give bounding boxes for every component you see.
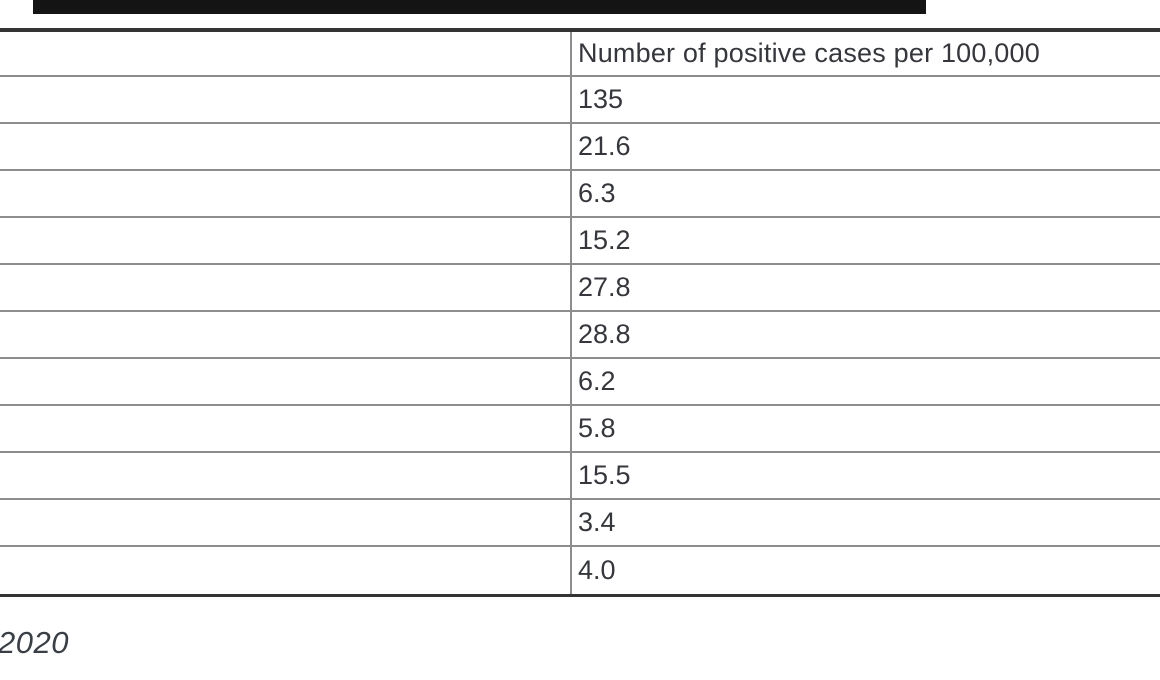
table-row: 3.4 [0,500,1160,547]
row-value: 15.5 [572,453,1160,500]
header-value-column: Number of positive cases per 100,000 [572,32,1160,77]
row-value: 6.2 [572,359,1160,406]
row-label [0,265,572,312]
table-row: 6.2 [0,359,1160,406]
table-row: 15.2 [0,218,1160,265]
table-row: 6.3 [0,171,1160,218]
row-label [0,547,572,594]
row-label [0,500,572,547]
top-black-bar [33,0,926,14]
table-row: 135 [0,77,1160,124]
row-label [0,406,572,453]
table-row: 4.0 [0,547,1160,594]
row-value: 28.8 [572,312,1160,359]
row-value: 4.0 [578,555,616,585]
header-label-column [0,32,572,77]
table-row: 15.5 [0,453,1160,500]
positive-cases-table: Number of positive cases per 100,000 135… [0,28,1160,597]
positive-cases-table-container: Number of positive cases per 100,000 135… [0,28,1160,597]
table-row: 5.8 [0,406,1160,453]
row-label [0,171,572,218]
row-value: 5.8 [572,406,1160,453]
row-value: 6.3 [572,171,1160,218]
row-label [0,453,572,500]
row-label [0,218,572,265]
table-row: 27.8 [0,265,1160,312]
row-value: 21.6 [572,124,1160,171]
row-value: 27.8 [572,265,1160,312]
table-row: 28.8 [0,312,1160,359]
row-label [0,124,572,171]
table-row: 21.6 [0,124,1160,171]
footnote-year-fragment: 2020 [0,625,69,660]
row-value: 3.4 [572,500,1160,547]
row-value: 15.2 [572,218,1160,265]
row-label [0,359,572,406]
table-header-row: Number of positive cases per 100,000 [0,32,1160,77]
row-label [0,77,572,124]
row-value: 135 [572,77,1160,124]
row-label [0,312,572,359]
